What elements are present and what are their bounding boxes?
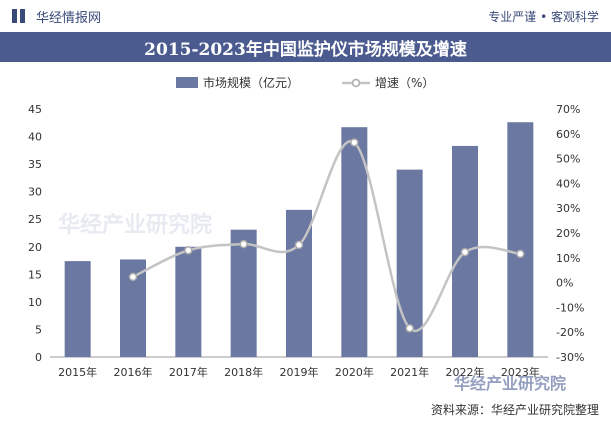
source-note: 资料来源：华经产业研究院整理: [430, 403, 599, 417]
growth-point: [294, 240, 304, 250]
y-right-tick-label: 50%: [556, 153, 580, 166]
y-right-tick-label: 60%: [556, 128, 580, 141]
x-tick-label: 2023年: [501, 365, 540, 379]
brand: 华经情报网: [12, 7, 101, 26]
y-left-tick-label: 15: [28, 268, 42, 281]
growth-point: [239, 239, 248, 249]
bar: [507, 122, 534, 357]
title-bar: 2015-2023年中国监护仪市场规模及增速: [0, 32, 611, 62]
y-left-tick-label: 45: [28, 103, 42, 116]
x-tick-label: 2015年: [58, 365, 97, 379]
growth-point: [460, 247, 470, 257]
x-tick-label: 2020年: [335, 365, 374, 379]
growth-point: [128, 272, 138, 282]
y-right-tick-label: 0%: [556, 277, 573, 290]
y-left-tick-label: 30: [28, 186, 42, 199]
y-right-tick-label: -20%: [556, 326, 584, 339]
growth-point: [405, 323, 414, 333]
chart-title: 2015-2023年中国监护仪市场规模及增速: [144, 39, 467, 60]
x-tick-label: 2018年: [224, 365, 263, 379]
x-tick-label: 2017年: [169, 365, 208, 379]
growth-line: [132, 139, 521, 333]
y-right-tick-label: 70%: [556, 103, 580, 116]
footer-watermark: 华经产业研究院: [454, 374, 567, 393]
bar: [230, 229, 257, 357]
legend-bar-label: 市场规模（亿元）: [203, 75, 299, 90]
y-left-tick-label: 20: [28, 241, 42, 254]
x-tick-label: 2016年: [114, 365, 153, 379]
y-right-tick-label: 20%: [556, 227, 580, 240]
y-left-tick-label: 0: [35, 351, 42, 364]
brand-name: 华经情报网: [36, 10, 102, 26]
y-right-tick-label: -10%: [556, 301, 584, 314]
y-right-tick-label: 30%: [556, 202, 580, 215]
growth-point: [516, 249, 525, 259]
combo-chart: 华经产业研究院 0 5 10 15 20 25 30 35 40 45 -30% -20% -10% 0% 1…: [28, 75, 584, 379]
bar: [64, 261, 91, 357]
y-left-tick-label: 25: [28, 213, 42, 226]
legend-line-marker: [351, 78, 361, 88]
x-tick-label: 2021年: [390, 365, 429, 379]
bar: [341, 127, 368, 357]
growth-point: [184, 246, 193, 255]
y-left-tick-label: 35: [28, 158, 42, 171]
plot-watermark: 华经产业研究院: [58, 212, 212, 238]
y-right-tick-label: 10%: [556, 252, 580, 265]
growth-point: [350, 138, 359, 147]
x-tick-label: 2019年: [280, 365, 319, 379]
brand-logo-icon: [12, 9, 28, 23]
legend-bar-swatch: [176, 77, 198, 88]
y-right-tick-label: -30%: [556, 351, 584, 364]
y-right-tick-label: 40%: [556, 177, 580, 190]
legend-line-label: 增速（%）: [375, 76, 434, 90]
x-tick-label: 2022年: [446, 365, 485, 379]
top-bar: 华经情报网 专业严谨 • 客观科学: [0, 0, 611, 32]
bar: [175, 246, 202, 357]
slogan: 专业严谨 • 客观科学: [488, 9, 599, 24]
y-left-tick-label: 5: [35, 323, 42, 336]
y-left-tick-label: 40: [28, 131, 42, 144]
y-left-tick-label: 10: [28, 296, 42, 309]
